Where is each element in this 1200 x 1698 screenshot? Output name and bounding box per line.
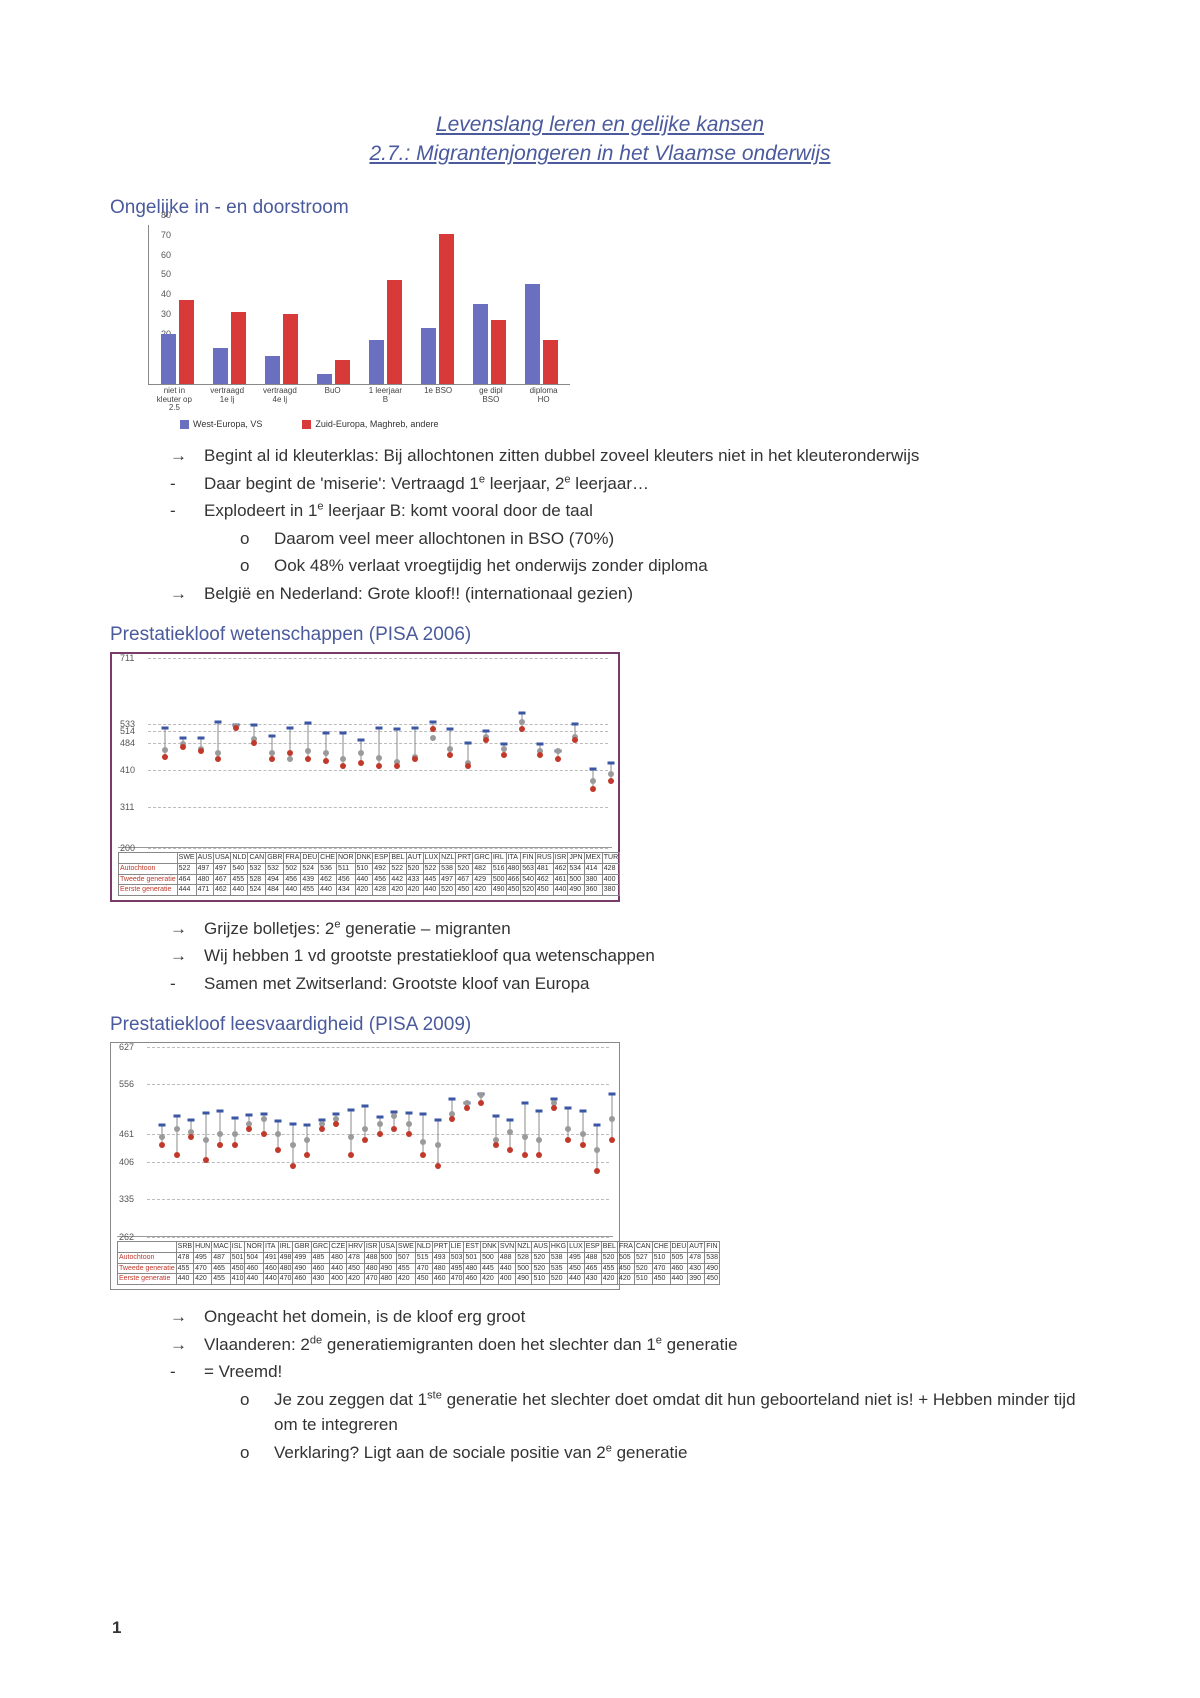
bullet-row: -Daar begint de 'miserie': Vertraagd 1e … (170, 471, 1090, 497)
y-tick: 60 (161, 250, 171, 260)
bar (317, 374, 332, 384)
bar (439, 234, 454, 384)
legend-item: West-Europa, VS (180, 419, 262, 429)
x-label: 1 leerjaarB (359, 385, 412, 415)
section1-heading: Ongelijke in - en doorstroom (110, 197, 1090, 219)
x-label: vertraagd4e lj (254, 385, 307, 415)
page-number: 1 (112, 1618, 121, 1638)
bullet-row: → Grijze bolletjes: 2e generatie – migran… (170, 916, 1090, 942)
bullet-marker: o (240, 1387, 260, 1438)
bullet-marker: - (170, 971, 190, 997)
bullet-text: Je zou zeggen dat 1ste generatie het sle… (274, 1387, 1090, 1438)
bullet-text: Ongeacht het domein, is de kloof erg gro… (204, 1304, 525, 1330)
bullet-row: o Verklaring? Ligt aan de sociale positie… (240, 1440, 1090, 1466)
legend-item: Zuid-Europa, Maghreb, andere (302, 419, 438, 429)
title-line-2: 2.7.: Migrantenjongeren in het Vlaamse o… (110, 139, 1090, 168)
x-label: ge diplBSO (465, 385, 518, 415)
bullet-row: → Ongeacht het domein, is de kloof erg gr… (170, 1304, 1090, 1330)
x-label: vertraagd1e lj (201, 385, 254, 415)
bullet-row: → Begint al id kleuterklas: Bij allochton… (170, 443, 1090, 469)
bullet-text: = Vreemd! (204, 1359, 282, 1385)
y-tick: 40 (161, 289, 171, 299)
bullet-row: -Samen met Zwitserland: Grootste kloof v… (170, 971, 1090, 997)
x-label: niet inkleuter op2.5 (148, 385, 201, 415)
bar (161, 334, 176, 384)
document-title: Levenslang leren en gelijke kansen 2.7.:… (110, 110, 1090, 169)
bullet-marker: → (170, 943, 190, 969)
bar (491, 320, 506, 384)
bullet-row: -Explodeert in 1e leerjaar B: komt voora… (170, 498, 1090, 524)
bullet-row: → Wij hebben 1 vd grootste prestatiekloof… (170, 943, 1090, 969)
bullet-text: Daarom veel meer allochtonen in BSO (70%… (274, 526, 614, 552)
bullet-text: Samen met Zwitserland: Grootste kloof va… (204, 971, 590, 997)
bullet-marker: → (170, 581, 190, 607)
bullet-row: → Vlaanderen: 2de generatiemigranten doen… (170, 1332, 1090, 1358)
bullet-text: Ook 48% verlaat vroegtijdig het onderwij… (274, 553, 708, 579)
y-tick: 70 (161, 230, 171, 240)
bullet-row: o Daarom veel meer allochtonen in BSO (70… (240, 526, 1090, 552)
x-label: diplomaHO (517, 385, 570, 415)
title-line-1: Levenslang leren en gelijke kansen (110, 110, 1090, 139)
bar (265, 356, 280, 384)
bar (231, 312, 246, 384)
y-tick: 50 (161, 269, 171, 279)
section1-bullets: → Begint al id kleuterklas: Bij allochton… (170, 443, 1090, 606)
section3-bullets: → Ongeacht het domein, is de kloof erg gr… (170, 1304, 1090, 1465)
bullet-marker: o (240, 1440, 260, 1466)
bullet-row: -= Vreemd! (170, 1359, 1090, 1385)
bullet-marker: → (170, 1304, 190, 1330)
bullet-text: Grijze bolletjes: 2e generatie – migrant… (204, 916, 511, 942)
pisa-chart-2009: 627556461406335262 SRBHUNMACISLNORITAIRL… (110, 1042, 620, 1290)
bullet-marker: - (170, 471, 190, 497)
section2-bullets: → Grijze bolletjes: 2e generatie – migran… (170, 916, 1090, 997)
bar (543, 340, 558, 384)
bar (473, 304, 488, 384)
bullet-text: Explodeert in 1e leerjaar B: komt vooral… (204, 498, 593, 524)
pisa-chart-2006: 711533514484410311200 SWEAUSUSANLDCANGBR… (110, 652, 620, 902)
bullet-row: o Ook 48% verlaat vroegtijdig het onderwi… (240, 553, 1090, 579)
bar (179, 300, 194, 384)
bar (525, 284, 540, 384)
bullet-text: België en Nederland: Grote kloof!! (inte… (204, 581, 633, 607)
bullet-marker: - (170, 498, 190, 524)
bar (387, 280, 402, 384)
bullet-marker: → (170, 916, 190, 942)
bar (213, 348, 228, 384)
bullet-marker: → (170, 1332, 190, 1358)
bullet-text: Vlaanderen: 2de generatiemigranten doen … (204, 1332, 738, 1358)
bar (283, 314, 298, 384)
bullet-text: Wij hebben 1 vd grootste prestatiekloof … (204, 943, 655, 969)
bullet-text: Begint al id kleuterklas: Bij allochtone… (204, 443, 919, 469)
section3-heading: Prestatiekloof leesvaardigheid (PISA 200… (110, 1014, 1090, 1036)
bullet-row: o Je zou zeggen dat 1ste generatie het sl… (240, 1387, 1090, 1438)
bullet-marker: → (170, 443, 190, 469)
section2-heading: Prestatiekloof wetenschappen (PISA 2006) (110, 624, 1090, 646)
y-tick: 80 (161, 210, 171, 220)
bullet-marker: o (240, 553, 260, 579)
bullet-marker: o (240, 526, 260, 552)
bullet-row: → België en Nederland: Grote kloof!! (int… (170, 581, 1090, 607)
bullet-text: Verklaring? Ligt aan de sociale positie … (274, 1440, 688, 1466)
bar-chart: 01020304050607080 niet inkleuter op2.5ve… (120, 225, 1090, 429)
bar (421, 328, 436, 384)
bar (335, 360, 350, 384)
bullet-text: Daar begint de 'miserie': Vertraagd 1e l… (204, 471, 649, 497)
bullet-marker: - (170, 1359, 190, 1385)
x-label: BuO (306, 385, 359, 415)
bar (369, 340, 384, 384)
x-label: 1e BSO (412, 385, 465, 415)
